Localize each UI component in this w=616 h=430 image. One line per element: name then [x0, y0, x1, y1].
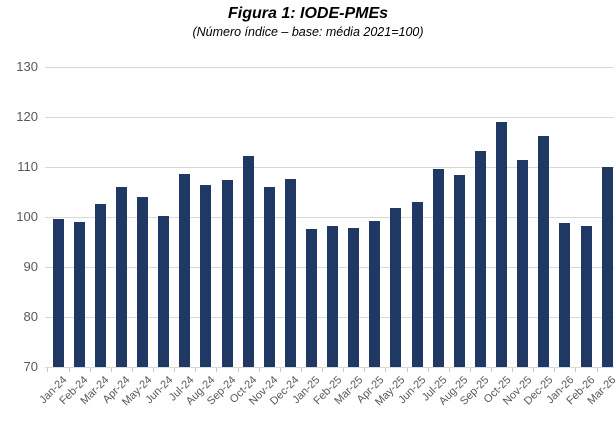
bar-jun-25: [411, 202, 423, 367]
y-axis-label: 130: [16, 59, 38, 74]
bar-apr-24: [115, 186, 127, 367]
x-axis-line: [45, 367, 614, 368]
axis-tick: [512, 368, 514, 372]
gridline: [45, 217, 614, 218]
axis-tick: [491, 368, 492, 372]
bar-sep-24: [221, 179, 233, 367]
y-axis-label: 90: [23, 259, 38, 274]
bar-dec-25: [538, 136, 550, 367]
axis-tick: [300, 368, 302, 372]
axis-tick: [110, 368, 112, 372]
y-axis-label: 120: [16, 109, 38, 124]
y-axis-label: 70: [23, 359, 38, 374]
axis-tick: [131, 368, 133, 372]
axis-tick: [554, 368, 556, 372]
axis-tick: [153, 368, 154, 372]
bar-oct-24: [242, 156, 254, 367]
axis-tick: [406, 368, 408, 372]
bar-jan-26: [559, 223, 571, 367]
axis-tick: [195, 368, 197, 372]
gridline: [45, 117, 614, 118]
bar-nov-24: [263, 186, 275, 367]
axis-tick: [575, 368, 577, 372]
axis-tick: [533, 368, 535, 372]
axis-tick: [427, 368, 429, 372]
bar-aug-25: [453, 174, 465, 367]
bar-feb-26: [580, 226, 592, 367]
axis-tick: [469, 368, 471, 372]
bar-jul-24: [179, 174, 191, 367]
bar-jan-24: [52, 219, 64, 367]
bar-nov-25: [517, 160, 529, 367]
bar-may-24: [137, 197, 148, 367]
bar-apr-25: [369, 221, 381, 367]
axis-tick: [68, 368, 70, 372]
chart-title: Figura 1: IODE-PMEs: [227, 5, 389, 22]
bar-oct-25: [496, 121, 507, 367]
bar-mar-24: [94, 203, 106, 367]
y-axis-label: 80: [23, 309, 38, 324]
axis-tick: [385, 368, 387, 372]
axis-tick: [343, 368, 345, 372]
axis-tick: [448, 368, 450, 372]
axis-tick: [258, 368, 260, 372]
bar-mar-26: [601, 167, 613, 367]
y-axis-label: 100: [16, 209, 38, 224]
bar-mar-25: [348, 227, 360, 367]
chart-subtitle: (Número índice – base: média 2021=100): [192, 25, 424, 39]
bar-dec-24: [284, 179, 296, 367]
axis-tick: [47, 368, 49, 372]
axis-tick: [322, 368, 323, 372]
bar-feb-25: [327, 225, 339, 367]
axis-tick: [237, 368, 239, 372]
y-axis-label: 110: [17, 159, 38, 174]
axis-tick: [89, 368, 91, 372]
bar-aug-24: [200, 185, 212, 367]
axis-tick: [174, 368, 176, 372]
axis-tick: [596, 368, 598, 372]
axis-tick: [279, 368, 281, 372]
bar-may-25: [390, 208, 402, 367]
gridline: [45, 67, 614, 68]
bar-jul-25: [432, 169, 444, 367]
bar-sep-25: [474, 150, 486, 367]
axis-tick: [364, 368, 366, 372]
gridline: [45, 167, 614, 168]
bar-jun-24: [158, 215, 170, 367]
bar-feb-24: [73, 222, 85, 367]
axis-tick: [216, 368, 218, 372]
bar-jan-25: [305, 229, 317, 367]
